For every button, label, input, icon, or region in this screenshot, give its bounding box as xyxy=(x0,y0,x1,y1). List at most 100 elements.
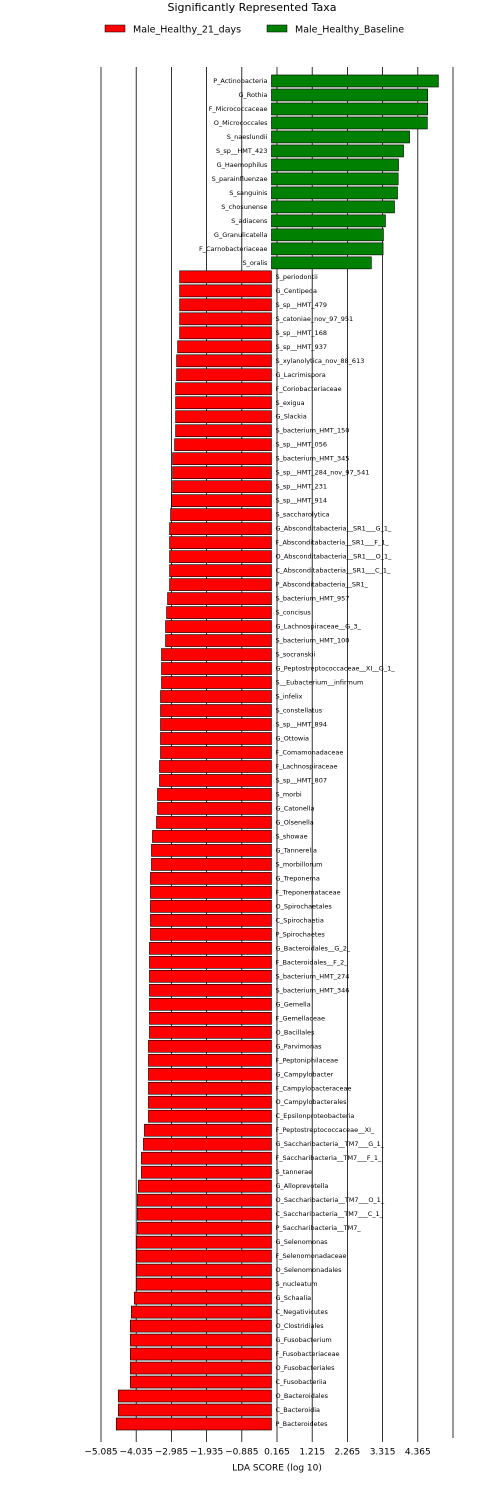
category-label: S_sp__HMT_894 xyxy=(275,721,327,729)
bar xyxy=(131,1305,272,1319)
bar xyxy=(136,1277,272,1291)
category-label: S_catoniae_nov_97_951 xyxy=(275,315,353,323)
bar xyxy=(271,158,399,172)
bar xyxy=(161,662,272,675)
category-label: G_Rothia xyxy=(239,91,268,99)
bar xyxy=(169,578,272,591)
category-label: G_Haemophilus xyxy=(217,161,268,169)
category-label: F_Comamonadaceae xyxy=(275,749,343,757)
category-label: G_Olsenella xyxy=(275,818,313,826)
chart-title: Significantly Represented Taxa xyxy=(168,1,337,14)
category-label: S_bacterium_HMT_346 xyxy=(275,986,349,994)
bar xyxy=(170,508,272,521)
category-label: F_Micrococcaceae xyxy=(209,105,268,113)
category-label: S_sp__HMT_914 xyxy=(275,497,327,505)
bar xyxy=(160,732,272,745)
x-axis-title: LDA SCORE (log 10) xyxy=(232,1464,322,1474)
category-label: G_Centipeda xyxy=(275,287,317,295)
category-label: S_infelix xyxy=(275,693,302,701)
category-label: G_Parvimonas xyxy=(275,1042,322,1050)
bar xyxy=(130,1347,272,1361)
bar xyxy=(150,914,272,927)
bar xyxy=(160,718,272,731)
bar xyxy=(159,760,272,773)
x-tick-label: 1.215 xyxy=(299,1448,325,1458)
bar xyxy=(169,564,272,577)
bar xyxy=(179,270,272,284)
category-label: S_chosunense xyxy=(221,203,267,211)
bar xyxy=(271,214,386,228)
category-label: O_Fusobacteriales xyxy=(275,1364,335,1372)
bar xyxy=(169,522,272,535)
category-label: S_bacterium_HMT_100 xyxy=(275,637,349,645)
bar xyxy=(271,74,439,88)
category-label: S_oralis xyxy=(242,259,268,267)
bar xyxy=(179,312,272,326)
bar xyxy=(151,844,272,857)
bar xyxy=(152,830,272,843)
category-label: G_Lachnospiraceae__G_3_ xyxy=(275,623,361,631)
bar xyxy=(172,480,272,494)
bar xyxy=(271,242,384,256)
bar xyxy=(161,676,272,689)
category-label: S_bacterium_HMT_150 xyxy=(275,427,349,435)
category-label: C_Absconditabacteria__SR1___C_1_ xyxy=(275,567,391,575)
category-label: P_Bacteroidetes xyxy=(275,1420,328,1428)
bar xyxy=(134,1291,272,1305)
bar xyxy=(157,788,272,801)
category-label: G_Alloprevotella xyxy=(275,1182,328,1190)
x-tick-label: 3.315 xyxy=(370,1448,396,1458)
bar xyxy=(271,88,428,102)
bar xyxy=(148,1109,272,1123)
category-label: P_Actinobacteria xyxy=(213,77,267,85)
bar xyxy=(175,396,272,410)
category-label: O_Spirochaetales xyxy=(275,902,332,910)
bar xyxy=(137,1207,272,1221)
category-label: S_showae xyxy=(275,832,307,840)
bar xyxy=(167,592,272,605)
category-label: S_exigua xyxy=(275,399,304,407)
bar xyxy=(179,284,272,298)
category-label: C_Fusobacteriia xyxy=(275,1378,326,1386)
category-label: F_Fusobacteriaceae xyxy=(275,1350,339,1358)
bar xyxy=(141,1151,272,1165)
bar xyxy=(130,1361,272,1375)
bar xyxy=(160,704,272,717)
x-tick-label: −5.085 xyxy=(84,1448,117,1458)
bar xyxy=(156,816,272,829)
bar xyxy=(179,298,272,312)
bar xyxy=(148,1067,272,1081)
bar xyxy=(271,172,399,186)
x-tick-label: −0.885 xyxy=(225,1448,258,1458)
x-tick-label: 0.165 xyxy=(264,1448,290,1458)
category-label: S_tannerae xyxy=(275,1168,312,1176)
category-label: G_Bacteroidales__G_2_ xyxy=(275,944,350,952)
category-label: G_Gemella xyxy=(275,1000,310,1008)
bar xyxy=(143,1137,272,1151)
category-label: S_parainfluenzae xyxy=(212,175,268,183)
bar xyxy=(177,340,272,354)
bar xyxy=(157,802,272,815)
legend-swatch xyxy=(266,24,288,33)
bar xyxy=(141,1165,272,1179)
bar xyxy=(137,1193,272,1207)
bar xyxy=(165,634,272,647)
category-label: C_Bacteroidia xyxy=(275,1406,320,1414)
bar xyxy=(271,200,395,214)
bar xyxy=(150,928,272,941)
category-label: C_Saccharibacteria__TM7___C_1_ xyxy=(275,1210,383,1218)
category-label: G_Fusobacterium xyxy=(275,1336,331,1344)
bar xyxy=(176,368,272,382)
category-label: F_Campylobacteraceae xyxy=(275,1084,351,1092)
x-tick-label: −4.035 xyxy=(120,1448,153,1458)
bar xyxy=(149,1025,272,1039)
category-label: F_Coriobacteriaceae xyxy=(275,385,341,393)
category-label: S_morbi xyxy=(275,790,301,798)
category-label: S_concisus xyxy=(275,609,311,617)
bar xyxy=(137,1221,272,1235)
category-label: O_Micrococcales xyxy=(214,119,268,127)
bar xyxy=(165,620,272,633)
bar xyxy=(149,997,272,1011)
bar xyxy=(136,1249,272,1263)
